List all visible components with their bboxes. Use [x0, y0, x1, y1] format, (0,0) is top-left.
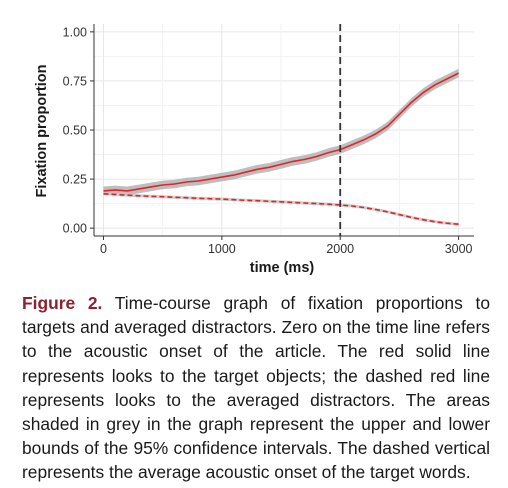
x-axis-label: time (ms) [250, 260, 315, 276]
y-axis-label: Fixation proportion [34, 65, 50, 198]
y-tick-label: 0.00 [63, 222, 87, 236]
y-tick-label: 0.25 [63, 173, 87, 187]
fixation-proportion-chart: 0.00 0.25 0.50 0.75 1.00 0 1000 2000 3000 time (… [0, 0, 508, 282]
chart-grid [94, 24, 474, 236]
x-tick-label: 0 [100, 242, 107, 256]
y-tick-label: 0.50 [63, 124, 87, 138]
y-tick-label: 0.75 [63, 74, 87, 88]
tick-labels: 0.00 0.25 0.50 0.75 1.00 0 1000 2000 3000 [63, 25, 473, 256]
figure-label: Figure 2. [22, 293, 102, 313]
x-tick-label: 3000 [445, 242, 473, 256]
y-tick-label: 1.00 [63, 25, 87, 39]
caption-text: Time-course graph of fixation proportion… [22, 293, 490, 482]
figure-caption: Figure 2. Time-course graph of fixation … [22, 291, 490, 485]
x-tick-label: 2000 [326, 242, 354, 256]
x-tick-label: 1000 [208, 242, 236, 256]
